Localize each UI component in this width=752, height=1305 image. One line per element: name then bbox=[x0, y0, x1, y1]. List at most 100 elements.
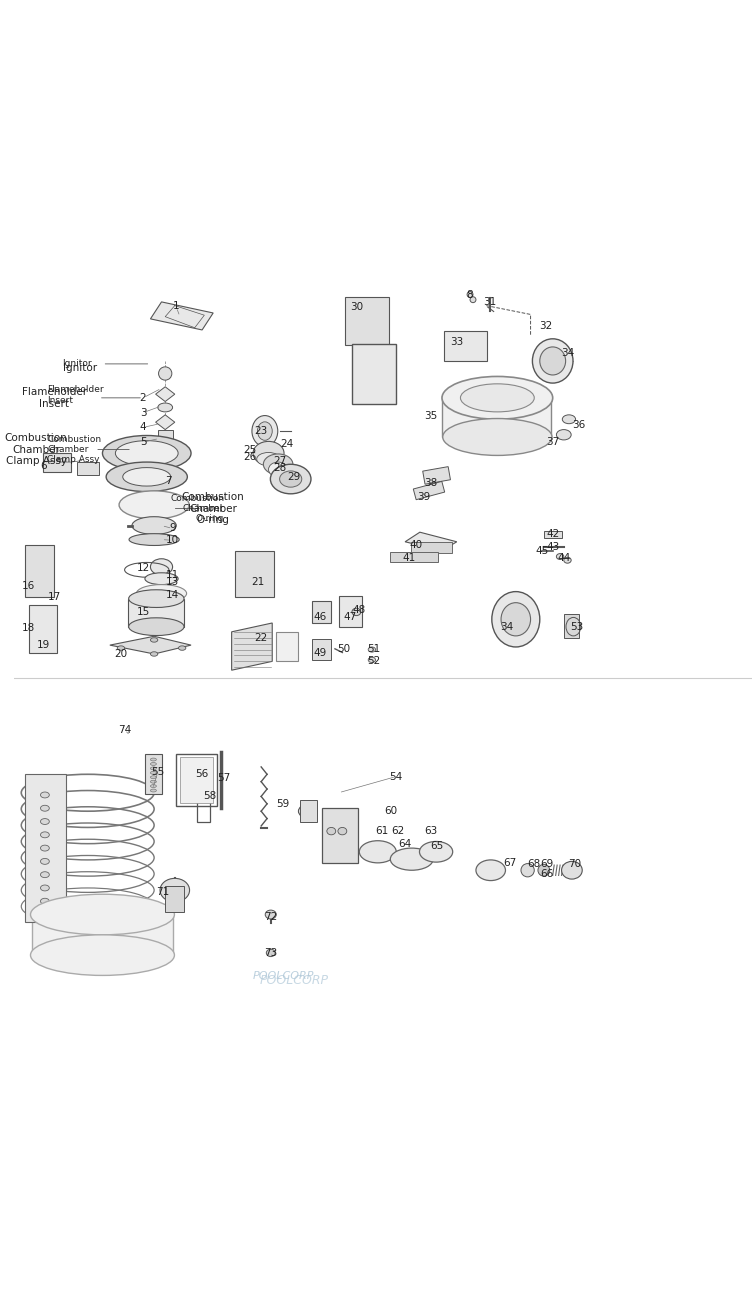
Text: 40: 40 bbox=[410, 540, 423, 551]
Text: 30: 30 bbox=[350, 301, 364, 312]
Text: 60: 60 bbox=[384, 806, 397, 816]
Ellipse shape bbox=[442, 376, 553, 419]
Ellipse shape bbox=[41, 792, 50, 797]
Text: 33: 33 bbox=[450, 338, 463, 347]
Text: 36: 36 bbox=[572, 420, 585, 431]
FancyBboxPatch shape bbox=[14, 283, 752, 1022]
Ellipse shape bbox=[41, 805, 50, 812]
Text: 8: 8 bbox=[467, 290, 473, 300]
Text: 29: 29 bbox=[288, 472, 301, 482]
Text: 43: 43 bbox=[546, 542, 559, 552]
Ellipse shape bbox=[538, 864, 550, 876]
Ellipse shape bbox=[41, 846, 50, 851]
Bar bbox=[276, 632, 298, 662]
Ellipse shape bbox=[352, 608, 361, 616]
Ellipse shape bbox=[556, 553, 564, 560]
Ellipse shape bbox=[420, 842, 453, 863]
Ellipse shape bbox=[564, 557, 572, 564]
Bar bbox=[352, 345, 396, 405]
Ellipse shape bbox=[41, 859, 50, 864]
Bar bbox=[564, 615, 578, 638]
Ellipse shape bbox=[115, 441, 178, 466]
Text: 42: 42 bbox=[546, 530, 559, 539]
Text: 13: 13 bbox=[166, 577, 179, 587]
Text: 17: 17 bbox=[48, 592, 61, 602]
Text: Combustion
Chamber
Clamp Assy: Combustion Chamber Clamp Assy bbox=[5, 433, 68, 466]
Text: Combustion
Chamber
Clamp Assy: Combustion Chamber Clamp Assy bbox=[47, 435, 102, 465]
Text: 15: 15 bbox=[136, 607, 150, 617]
Ellipse shape bbox=[476, 860, 505, 881]
Text: 9: 9 bbox=[169, 523, 176, 534]
Text: 34: 34 bbox=[561, 348, 574, 358]
Text: 70: 70 bbox=[569, 859, 581, 869]
Ellipse shape bbox=[252, 415, 277, 446]
Polygon shape bbox=[405, 532, 456, 551]
Ellipse shape bbox=[562, 415, 575, 424]
Text: 16: 16 bbox=[22, 581, 35, 591]
Ellipse shape bbox=[132, 517, 176, 535]
Ellipse shape bbox=[41, 898, 50, 904]
Text: 52: 52 bbox=[368, 656, 381, 667]
Ellipse shape bbox=[31, 894, 174, 934]
Text: 18: 18 bbox=[22, 624, 35, 633]
Bar bbox=[344, 298, 389, 346]
Text: 53: 53 bbox=[570, 621, 583, 632]
Text: 45: 45 bbox=[535, 545, 548, 556]
Ellipse shape bbox=[271, 465, 311, 493]
Text: 51: 51 bbox=[368, 643, 381, 654]
Ellipse shape bbox=[150, 775, 156, 779]
Bar bbox=[77, 462, 99, 475]
Ellipse shape bbox=[150, 767, 156, 770]
Ellipse shape bbox=[540, 347, 566, 375]
Bar bbox=[338, 595, 362, 626]
Ellipse shape bbox=[556, 429, 572, 440]
Ellipse shape bbox=[263, 454, 293, 475]
Text: 24: 24 bbox=[280, 440, 293, 449]
Ellipse shape bbox=[501, 603, 531, 636]
Text: 39: 39 bbox=[417, 492, 430, 502]
Ellipse shape bbox=[390, 848, 433, 870]
Bar bbox=[300, 800, 317, 822]
Ellipse shape bbox=[150, 651, 158, 656]
Polygon shape bbox=[156, 386, 174, 402]
Bar bbox=[44, 453, 71, 471]
Bar bbox=[25, 774, 65, 921]
Bar bbox=[176, 754, 217, 806]
Text: 26: 26 bbox=[244, 452, 256, 462]
Text: 55: 55 bbox=[151, 767, 165, 776]
Ellipse shape bbox=[253, 441, 284, 465]
Text: 49: 49 bbox=[314, 647, 327, 658]
Ellipse shape bbox=[150, 771, 156, 774]
Text: 37: 37 bbox=[546, 437, 559, 448]
Bar bbox=[25, 545, 54, 598]
Text: 20: 20 bbox=[114, 649, 128, 659]
Ellipse shape bbox=[338, 827, 347, 835]
Text: 23: 23 bbox=[254, 425, 268, 436]
Text: 5: 5 bbox=[140, 437, 147, 448]
Text: 12: 12 bbox=[136, 562, 150, 573]
Text: 46: 46 bbox=[314, 612, 327, 622]
Bar bbox=[235, 552, 274, 598]
Ellipse shape bbox=[136, 585, 186, 603]
Ellipse shape bbox=[327, 827, 335, 835]
Bar bbox=[442, 397, 551, 437]
Ellipse shape bbox=[299, 805, 317, 818]
Ellipse shape bbox=[532, 339, 573, 384]
Text: 14: 14 bbox=[166, 590, 179, 600]
Ellipse shape bbox=[150, 790, 156, 792]
Bar bbox=[145, 753, 162, 795]
Bar bbox=[129, 599, 183, 626]
Text: 73: 73 bbox=[264, 947, 277, 958]
Ellipse shape bbox=[368, 647, 375, 652]
Text: 66: 66 bbox=[540, 869, 553, 880]
Text: 58: 58 bbox=[203, 791, 216, 801]
Text: 35: 35 bbox=[424, 411, 438, 422]
Bar bbox=[29, 604, 56, 652]
Bar bbox=[414, 482, 444, 500]
Ellipse shape bbox=[368, 658, 375, 663]
Ellipse shape bbox=[106, 462, 187, 492]
Text: 11: 11 bbox=[166, 570, 179, 579]
Ellipse shape bbox=[31, 934, 174, 975]
Ellipse shape bbox=[41, 818, 50, 825]
Text: 10: 10 bbox=[166, 535, 179, 545]
